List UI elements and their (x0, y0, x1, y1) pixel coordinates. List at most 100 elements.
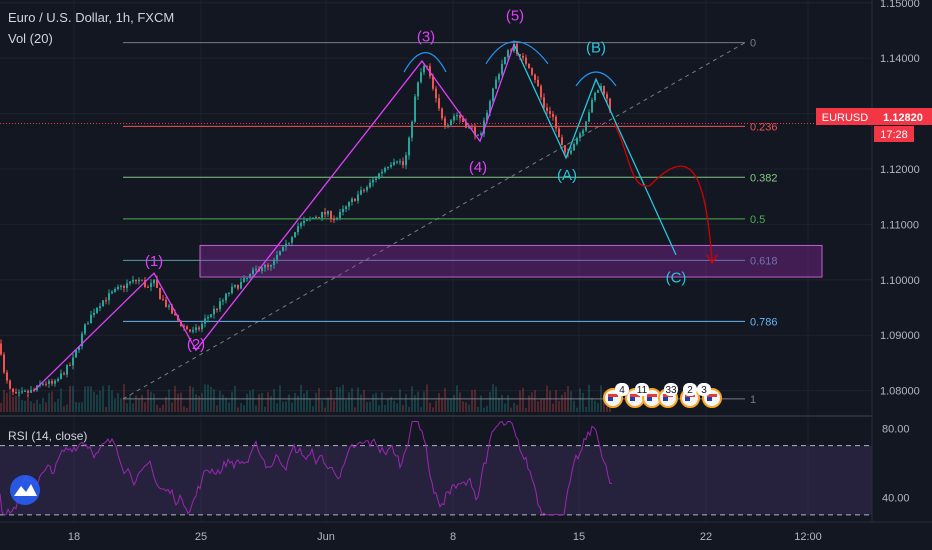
candle-body (27, 390, 29, 393)
candle-body (390, 164, 392, 167)
volume-bar (228, 402, 230, 412)
candle-body (387, 166, 389, 169)
volume-bar (372, 394, 374, 412)
rsi-axis[interactable]: 80.00 40.00 (882, 423, 910, 504)
candle-body (357, 194, 359, 201)
volume-bar (480, 395, 482, 412)
volume-bar (72, 386, 74, 412)
candle-body (330, 211, 332, 220)
candle-body (66, 365, 68, 375)
candle-body (288, 242, 290, 244)
candle-body (204, 318, 206, 324)
candle-body (144, 280, 146, 287)
candle-body (267, 264, 269, 267)
candle-body (333, 219, 335, 221)
candle-body (366, 187, 368, 191)
candle-body (162, 299, 164, 301)
candle-body (522, 55, 524, 58)
volume-bar (420, 407, 422, 412)
price-tick-label: 1.10000 (880, 275, 920, 287)
volume-bar (327, 397, 329, 412)
volume-bar (9, 391, 11, 412)
rsi-line (0, 420, 613, 516)
candle-body (315, 217, 317, 219)
candle-body (303, 220, 305, 224)
volume-bar (366, 402, 368, 412)
volume-bar (588, 384, 590, 412)
candle-body (135, 279, 137, 282)
volume-bar (552, 403, 554, 412)
candle-body (9, 380, 11, 389)
candle-body (300, 223, 302, 227)
event-markers[interactable]: 4 11 33 2 3 (603, 383, 722, 408)
candle-body (504, 57, 506, 64)
waveB-top-arc (575, 71, 617, 87)
candle-body (372, 179, 374, 183)
candle-body (363, 190, 365, 192)
candle-body (465, 121, 467, 128)
volume-bar (309, 398, 311, 412)
volume-bar (402, 405, 404, 412)
candle-body (222, 300, 224, 302)
candle-body (609, 98, 611, 112)
event-count-label: 2 (687, 385, 693, 396)
candle-body (210, 314, 212, 317)
candle-body (594, 92, 596, 100)
volume-bar (24, 400, 26, 412)
candle-body (501, 63, 503, 75)
rsi-tick-label: 40.00 (882, 493, 910, 505)
price-tick-label: 1.14000 (880, 53, 920, 65)
volume-bar (540, 398, 542, 412)
candle-body (327, 211, 329, 215)
volume-bar (93, 391, 95, 412)
event-count-label: 3 (701, 385, 707, 396)
candle-body (552, 113, 554, 117)
candle-body (69, 365, 71, 367)
volume-bar (36, 399, 38, 412)
candle-body (561, 137, 563, 146)
time-axis[interactable]: 18 25 Jun 8 15 22 12:00 (68, 531, 822, 543)
volume-bar (273, 389, 275, 412)
candle-body (147, 286, 149, 288)
volume-bar (483, 407, 485, 412)
volume-bar (318, 387, 320, 412)
candle-body (309, 218, 311, 220)
candle-body (171, 305, 173, 314)
candle-body (240, 281, 242, 289)
volume-bar (27, 394, 29, 412)
volume-bar (333, 400, 335, 412)
volume-bar (597, 402, 599, 412)
volume-bar (459, 392, 461, 412)
rsi-indicator-label: RSI (14, close) (8, 429, 87, 443)
last-price-label: 1.12820 (883, 112, 923, 124)
volume-bar (519, 390, 521, 412)
volume-bar (219, 390, 221, 412)
tradingview-logo-icon[interactable] (10, 475, 40, 505)
volume-bar (426, 384, 428, 412)
volume-bar (414, 395, 416, 412)
volume-bar (330, 389, 332, 412)
volume-bar (147, 389, 149, 412)
candle-body (420, 72, 422, 83)
volume-bar (300, 384, 302, 412)
candle-body (411, 121, 413, 138)
volume-bar (417, 391, 419, 412)
candle-body (174, 313, 176, 316)
volume-bar (102, 385, 104, 412)
volume-bar (177, 393, 179, 412)
wave-label: (A) (557, 167, 577, 184)
volume-bar (369, 401, 371, 412)
candle-body (444, 118, 446, 126)
volume-bar (285, 401, 287, 412)
candle-body (243, 278, 245, 282)
volume-bar (231, 391, 233, 412)
volume-bar (522, 387, 524, 412)
candle-body (78, 346, 80, 351)
volume-bar (516, 404, 518, 412)
candle-body (237, 284, 239, 289)
volume-bar (498, 397, 500, 412)
candle-body (345, 206, 347, 209)
projection-curve (613, 123, 713, 261)
candle-body (234, 284, 236, 287)
